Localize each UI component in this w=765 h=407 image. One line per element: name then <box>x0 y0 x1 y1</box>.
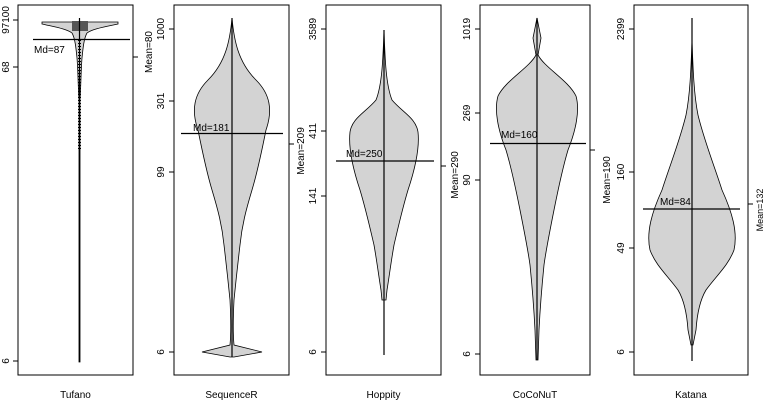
median-label: Md=181 <box>193 123 230 134</box>
plot-frame <box>173 4 290 376</box>
median-label: Md=84 <box>660 197 691 208</box>
panel-katana: Mean=190 2399 160 49 6 Md=84 Mean=132 Ka… <box>602 4 765 401</box>
panel-tufano: 97100 68 6 Md=87 Tufano <box>1 4 138 401</box>
y-tick-label: 1019 <box>462 17 473 40</box>
y-tick-label: 141 <box>308 187 319 204</box>
y-tick-label: 6 <box>462 351 473 357</box>
y-tick-label: 3589 <box>308 17 319 40</box>
y-tick-label: 97100 <box>1 6 12 34</box>
mean-label-cropped: Mean=132 <box>755 189 765 232</box>
y-tick-label: 49 <box>616 242 627 254</box>
x-label: CoCoNuT <box>513 390 557 401</box>
mean-label: Mean=290 <box>450 151 461 199</box>
panel-coconut: Mean=290 1019 269 90 6 Md=160 CoCoNuT <box>450 4 595 401</box>
y-tick-label: 99 <box>156 166 167 178</box>
y-tick-label: 6 <box>308 349 319 355</box>
y-tick-label: 301 <box>156 92 167 109</box>
x-label: Hoppity <box>367 390 401 401</box>
y-tick-label: 160 <box>616 163 627 180</box>
plot-frame <box>479 4 591 376</box>
x-label: Tufano <box>60 390 91 401</box>
y-tick-label: 411 <box>308 123 319 139</box>
plot-frame <box>325 4 442 376</box>
y-tick-label: 269 <box>462 104 473 121</box>
median-label: Md=250 <box>346 149 383 160</box>
mean-label: Mean=80 <box>144 31 155 73</box>
y-tick-label: 68 <box>1 61 12 73</box>
y-tick-label: 6 <box>1 358 12 364</box>
y-tick-label: 6 <box>156 349 167 355</box>
mean-label: Mean=209 <box>296 127 307 175</box>
x-label: Katana <box>675 390 707 401</box>
panel-hoppity: Mean=209 3589 411 141 6 Md=250 Hoppity <box>296 4 446 401</box>
median-label: Md=160 <box>501 130 538 141</box>
y-tick-label: 2399 <box>616 17 627 40</box>
y-tick-label: 6 <box>616 349 627 355</box>
panel-sequencer: Mean=80 1000 301 99 6 Md=181 SequenceR <box>144 4 294 401</box>
y-tick-label: 1000 <box>156 17 167 40</box>
x-label: SequenceR <box>205 390 257 401</box>
mean-label: Mean=190 <box>602 156 613 204</box>
median-label: Md=87 <box>34 45 65 56</box>
plot-frame <box>17 4 134 376</box>
plot-frame <box>633 4 749 376</box>
y-tick-label: 90 <box>462 174 473 186</box>
